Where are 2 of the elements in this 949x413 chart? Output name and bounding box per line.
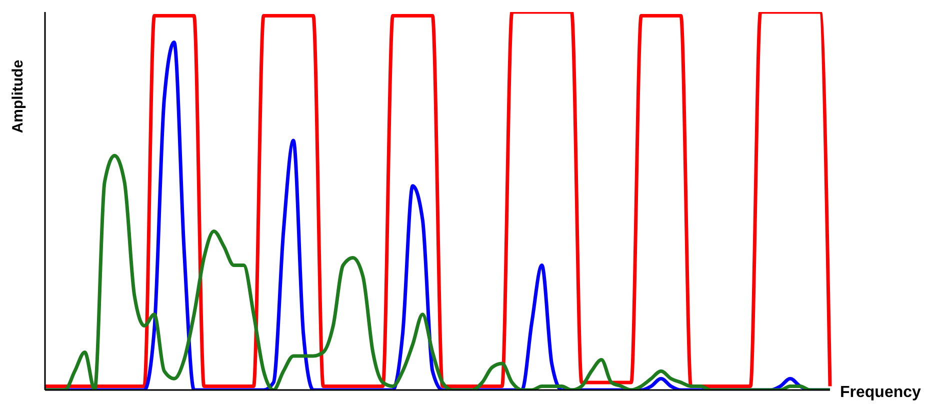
y-axis-title: Amplitude [10, 58, 26, 136]
x-axis-title: Frequency [840, 384, 921, 402]
